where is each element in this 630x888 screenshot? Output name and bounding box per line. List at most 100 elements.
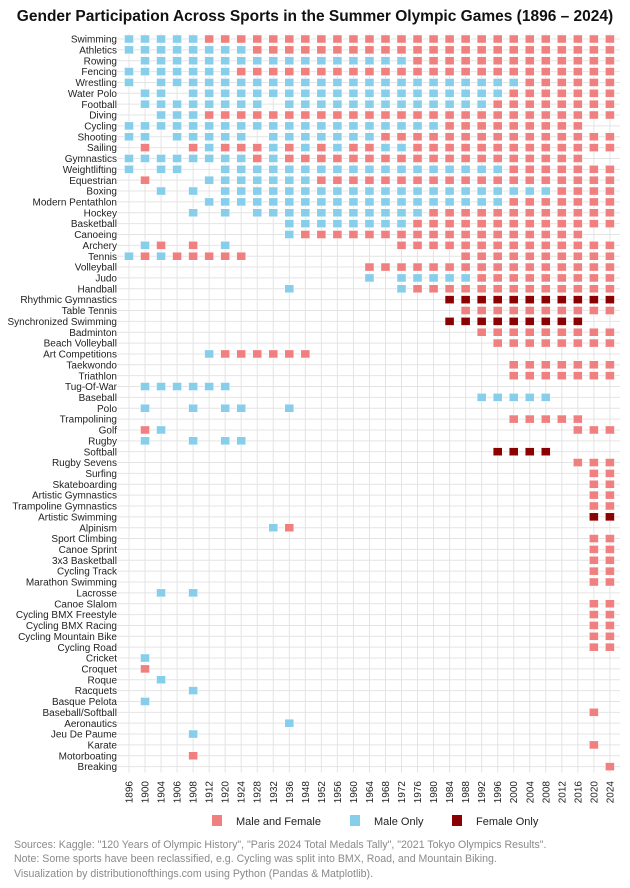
cell-male-only	[124, 154, 134, 163]
cell-male-only	[412, 164, 423, 174]
footer-sources: Sources: Kaggle: "120 Years of Olympic H…	[14, 839, 547, 851]
cell-male-and-female	[604, 599, 615, 609]
cell-male-and-female	[604, 762, 615, 772]
cell-male-and-female	[572, 175, 583, 185]
cell-male-and-female	[556, 360, 567, 370]
cell-male-only	[236, 164, 247, 174]
cell-male-only	[140, 403, 150, 413]
sport-label: Tennis	[88, 252, 117, 263]
cell-male-only	[124, 251, 134, 261]
cell-male-and-female	[572, 45, 583, 55]
year-tick-label: 2012	[557, 781, 568, 804]
cell-male-only	[316, 78, 327, 87]
cell-male-and-female	[476, 132, 487, 142]
cell-female-only	[444, 316, 455, 326]
cell-male-and-female	[412, 143, 423, 152]
cell-male-and-female	[604, 132, 615, 142]
cell-male-only	[204, 132, 215, 142]
cell-male-only	[412, 121, 423, 131]
cell-male-and-female	[284, 143, 295, 152]
cell-male-only	[476, 392, 487, 402]
cell-male-and-female	[444, 45, 455, 55]
cell-male-only	[236, 436, 247, 446]
cell-male-only	[380, 186, 391, 196]
cell-male-and-female	[300, 154, 311, 163]
cell-male-and-female	[444, 154, 455, 163]
cell-male-and-female	[572, 371, 583, 381]
cell-male-only	[380, 164, 391, 174]
cell-male-and-female	[364, 262, 375, 272]
cell-female-only	[524, 295, 535, 305]
cell-female-only	[572, 316, 583, 326]
cell-male-and-female	[492, 327, 503, 337]
cell-male-only	[412, 273, 423, 283]
cell-male-only	[156, 121, 166, 131]
cell-male-only	[284, 56, 295, 66]
sport-label: Fencing	[81, 67, 117, 78]
cell-male-only	[348, 186, 359, 196]
cell-male-and-female	[444, 230, 455, 239]
cell-male-and-female	[540, 219, 551, 229]
cell-male-only	[428, 186, 439, 196]
cell-male-only	[204, 45, 215, 55]
sport-label: Water Polo	[68, 89, 118, 100]
year-tick-label: 1920	[221, 781, 232, 804]
cell-male-and-female	[444, 219, 455, 229]
cell-male-and-female	[492, 219, 503, 229]
cell-male-only	[284, 230, 295, 239]
cell-male-and-female	[540, 99, 551, 109]
cell-male-only	[220, 78, 231, 87]
cell-male-and-female	[492, 262, 503, 272]
cell-male-and-female	[476, 154, 487, 163]
cell-male-and-female	[492, 154, 503, 163]
cell-male-and-female	[476, 34, 487, 44]
cell-male-only	[316, 197, 327, 207]
cell-male-and-female	[508, 99, 519, 109]
cell-male-only	[236, 132, 247, 142]
cell-male-and-female	[508, 67, 519, 76]
cell-male-and-female	[236, 110, 247, 120]
cell-male-only	[332, 143, 343, 152]
legend-swatch	[212, 815, 222, 826]
cell-male-only	[204, 349, 215, 359]
cell-male-and-female	[588, 577, 599, 587]
cell-male-and-female	[572, 306, 583, 315]
cell-male-and-female	[316, 34, 327, 44]
cell-male-only	[204, 121, 215, 131]
cell-male-only	[428, 99, 439, 109]
cell-male-and-female	[572, 164, 583, 174]
cell-male-only	[300, 78, 311, 87]
cell-male-only	[188, 56, 199, 66]
cell-male-and-female	[364, 67, 375, 76]
cell-male-only	[220, 175, 231, 185]
sport-label: 3x3 Basketball	[52, 556, 117, 567]
cell-male-only	[428, 88, 439, 98]
cell-male-and-female	[604, 99, 615, 109]
cell-male-and-female	[572, 425, 583, 435]
cell-male-only	[300, 175, 311, 185]
sport-label: Weightlifting	[63, 165, 117, 176]
cell-male-only	[156, 78, 166, 87]
cell-male-and-female	[524, 306, 535, 315]
cell-male-only	[476, 78, 487, 87]
cell-male-and-female	[524, 197, 535, 207]
cell-male-and-female	[476, 219, 487, 229]
cell-male-and-female	[140, 425, 150, 435]
cell-male-and-female	[332, 45, 343, 55]
cell-male-only	[428, 78, 439, 87]
cell-male-only	[204, 67, 215, 76]
cell-female-only	[460, 295, 471, 305]
cell-male-and-female	[508, 327, 519, 337]
cell-male-only	[268, 208, 279, 218]
cell-male-only	[332, 208, 343, 218]
cell-male-and-female	[428, 132, 439, 142]
cell-male-only	[524, 186, 535, 196]
cell-male-only	[284, 284, 295, 294]
cell-female-only	[508, 295, 519, 305]
cell-male-only	[460, 186, 471, 196]
cell-male-only	[476, 164, 487, 174]
cell-male-only	[332, 164, 343, 174]
cell-male-only	[220, 99, 231, 109]
cell-female-only	[588, 295, 599, 305]
cell-male-only	[220, 132, 231, 142]
